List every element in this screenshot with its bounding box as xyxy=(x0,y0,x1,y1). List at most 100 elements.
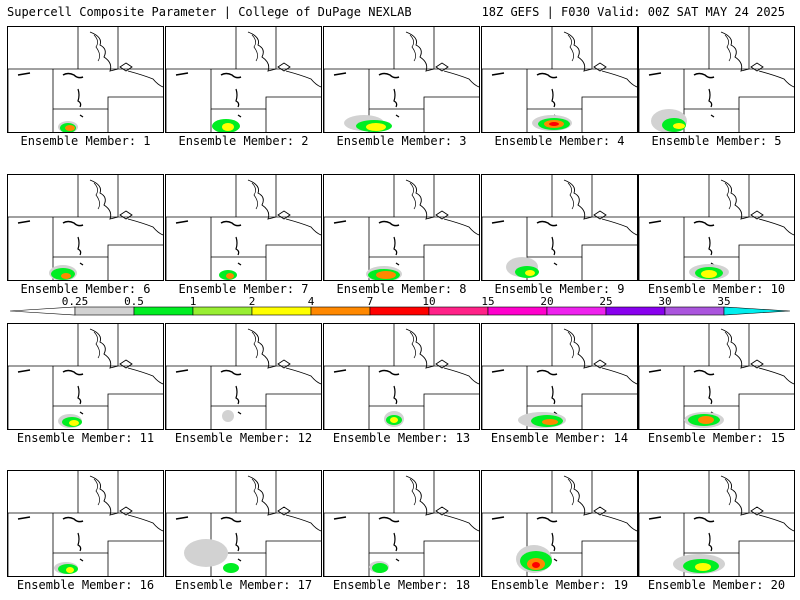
scp-contour xyxy=(542,419,558,425)
map-title: Supercell Composite Parameter | College … xyxy=(7,5,412,19)
scp-contour xyxy=(390,417,398,423)
member-map xyxy=(324,324,479,429)
basemap xyxy=(324,324,479,429)
member-map-panel xyxy=(323,174,480,281)
member-label: Ensemble Member: 15 xyxy=(647,431,786,445)
member-map-panel xyxy=(638,26,795,133)
member-map-panel xyxy=(481,470,638,577)
member-label: Ensemble Member: 17 xyxy=(174,578,313,592)
colorbar-tick-label: 0.5 xyxy=(124,296,144,308)
member-label: Ensemble Member: 13 xyxy=(332,431,471,445)
colorbar-segment xyxy=(605,306,666,316)
scp-contour xyxy=(695,563,711,571)
member-map xyxy=(8,175,163,280)
scp-contour xyxy=(66,567,74,573)
member-label: Ensemble Member: 11 xyxy=(16,431,155,445)
colorbar-tick-label: 20 xyxy=(540,296,553,308)
member-map xyxy=(166,175,321,280)
member-label: Ensemble Member: 3 xyxy=(336,134,467,148)
member-label: Ensemble Member: 9 xyxy=(494,282,625,296)
scp-contour xyxy=(366,123,386,131)
colorbar-segment xyxy=(74,306,135,316)
colorbar-min-arrow xyxy=(10,306,76,316)
member-label: Ensemble Member: 12 xyxy=(174,431,313,445)
scp-contour xyxy=(673,123,685,129)
basemap xyxy=(166,27,321,132)
member-map xyxy=(166,324,321,429)
colorbar-tick-label: 10 xyxy=(422,296,435,308)
member-map xyxy=(639,324,794,429)
colorbar-segment xyxy=(546,306,607,316)
member-map xyxy=(8,324,163,429)
scp-contour xyxy=(376,271,396,279)
basemap xyxy=(166,175,321,280)
basemap xyxy=(166,324,321,429)
member-map-panel xyxy=(481,323,638,430)
member-map-panel xyxy=(638,323,795,430)
member-map xyxy=(8,471,163,576)
member-map xyxy=(482,27,637,132)
member-map-panel xyxy=(7,323,164,430)
basemap xyxy=(639,175,794,280)
basemap xyxy=(8,471,163,576)
scp-contour xyxy=(549,122,559,126)
scp-contour xyxy=(61,273,71,279)
member-map xyxy=(639,27,794,132)
colorbar-tick-label: 35 xyxy=(717,296,730,308)
scp-contour xyxy=(698,416,714,424)
colorbar-segment xyxy=(192,306,253,316)
colorbar-segment xyxy=(664,306,725,316)
scp-contour xyxy=(701,270,717,278)
scp-contour xyxy=(226,273,234,279)
colorbar-tick-label: 30 xyxy=(658,296,671,308)
member-map-panel xyxy=(323,26,480,133)
colorbar-tick-label: 0.25 xyxy=(62,296,89,308)
basemap xyxy=(8,324,163,429)
basemap xyxy=(639,324,794,429)
member-map-panel xyxy=(481,174,638,281)
scp-contour xyxy=(222,410,234,422)
valid-time: 18Z GEFS | F030 Valid: 00Z SAT MAY 24 20… xyxy=(481,5,785,19)
colorbar-segment xyxy=(369,306,430,316)
member-map-panel xyxy=(165,26,322,133)
scp-contour xyxy=(184,539,228,567)
member-map-panel xyxy=(7,174,164,281)
colorbar-segment xyxy=(133,306,194,316)
member-map xyxy=(166,27,321,132)
colorbar-segment xyxy=(723,306,790,316)
member-map xyxy=(324,27,479,132)
basemap xyxy=(324,471,479,576)
colorbar-tick-label: 25 xyxy=(599,296,612,308)
member-label: Ensemble Member: 1 xyxy=(20,134,151,148)
colorbar-segment xyxy=(428,306,489,316)
member-label: Ensemble Member: 20 xyxy=(647,578,786,592)
member-map xyxy=(639,471,794,576)
member-map xyxy=(639,175,794,280)
member-label: Ensemble Member: 10 xyxy=(647,282,786,296)
member-map xyxy=(324,175,479,280)
basemap xyxy=(8,27,163,132)
scp-contour xyxy=(222,123,234,131)
colorbar-segment xyxy=(251,306,312,316)
member-map-panel xyxy=(323,470,480,577)
scp-contour xyxy=(69,420,79,426)
colorbar-tick-label: 1 xyxy=(190,296,197,308)
member-map xyxy=(8,27,163,132)
basemap xyxy=(324,27,479,132)
scp-contour xyxy=(372,563,388,573)
member-label: Ensemble Member: 4 xyxy=(494,134,625,148)
basemap xyxy=(639,471,794,576)
member-map-panel xyxy=(165,323,322,430)
member-map-panel xyxy=(165,470,322,577)
member-map-panel xyxy=(638,174,795,281)
member-map-panel xyxy=(638,470,795,577)
member-label: Ensemble Member: 7 xyxy=(178,282,309,296)
colorbar-tick-label: 7 xyxy=(367,296,374,308)
member-label: Ensemble Member: 5 xyxy=(651,134,782,148)
scp-contour xyxy=(532,562,540,568)
basemap xyxy=(482,27,637,132)
member-label: Ensemble Member: 19 xyxy=(490,578,629,592)
colorbar-legend: 0.25 0.5 1 2 4 7 10 15 20 25 30 35 xyxy=(10,296,790,316)
member-map xyxy=(482,471,637,576)
basemap xyxy=(482,324,637,429)
